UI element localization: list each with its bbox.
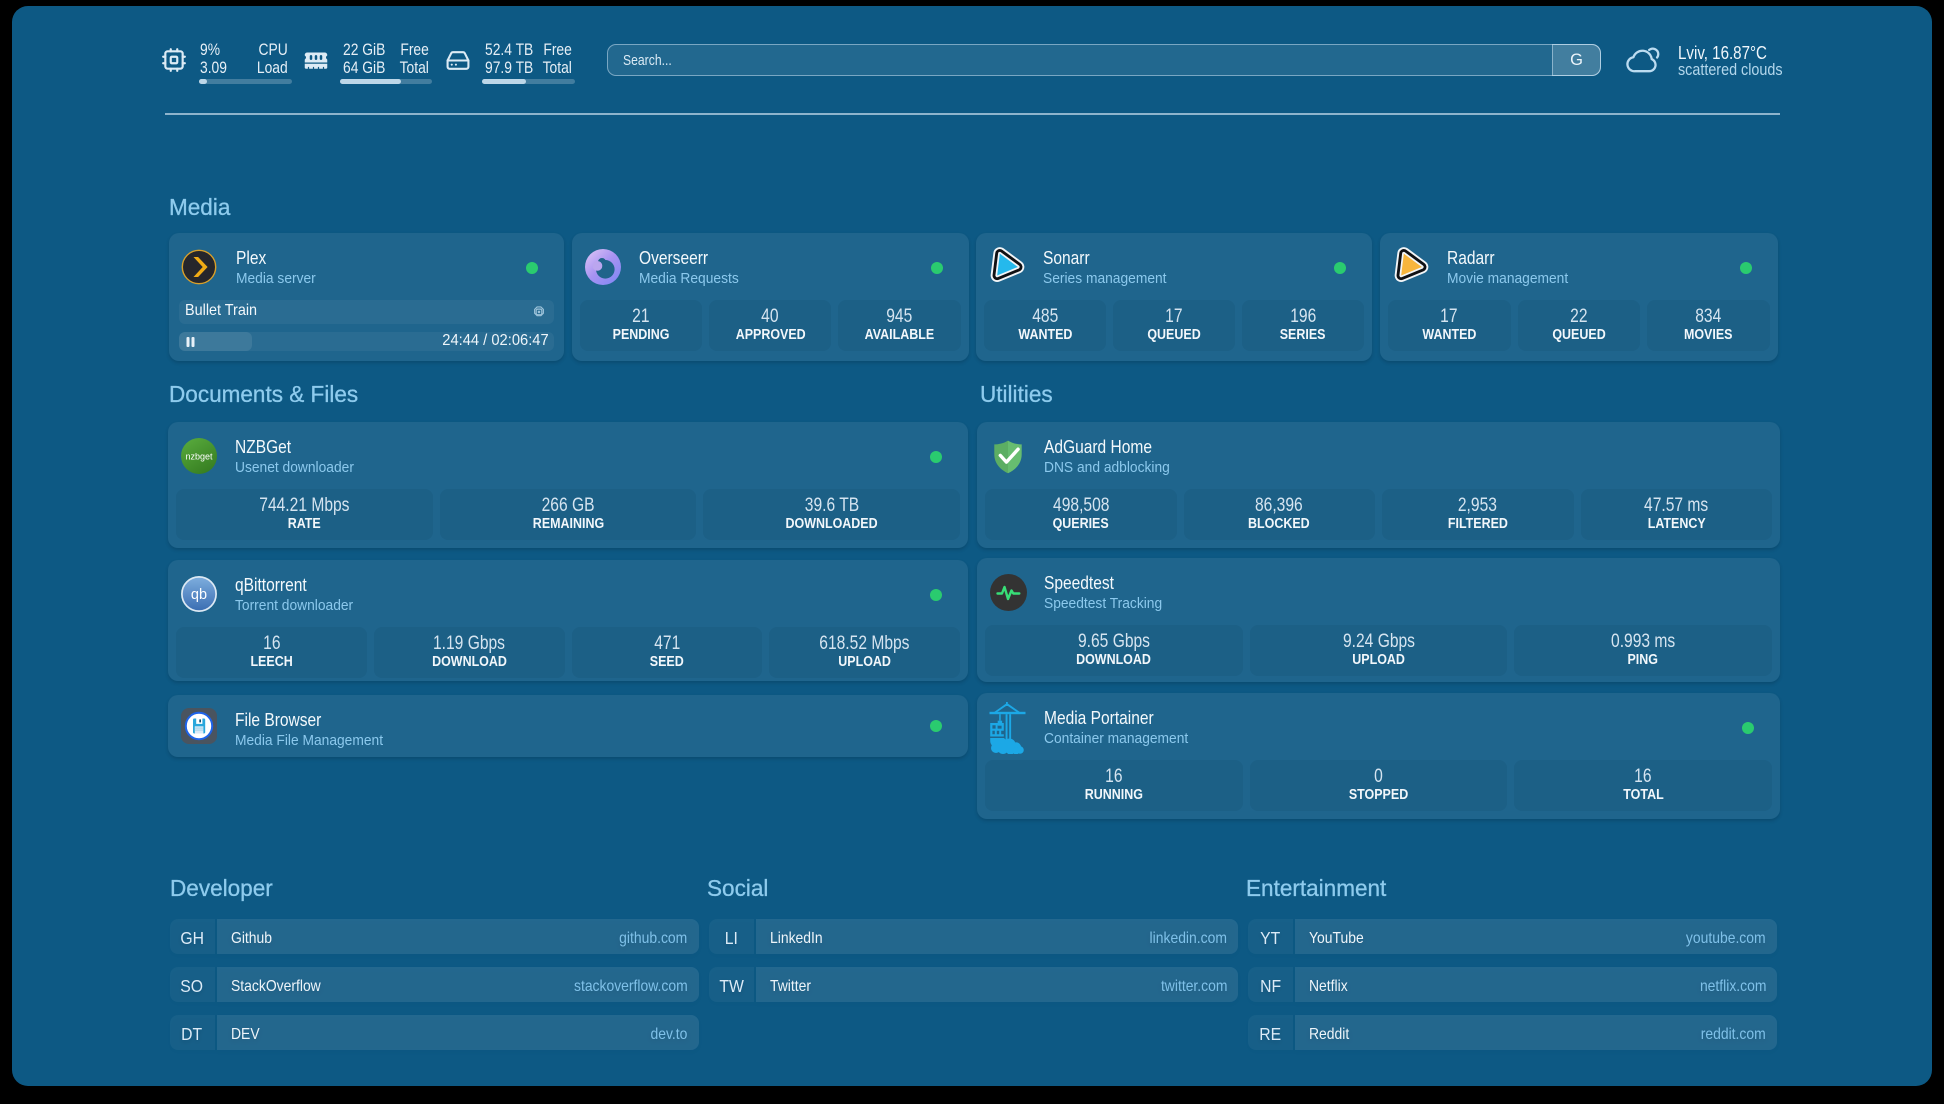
svg-text:nzbget: nzbget (185, 452, 213, 462)
svg-text:qb: qb (191, 587, 207, 603)
